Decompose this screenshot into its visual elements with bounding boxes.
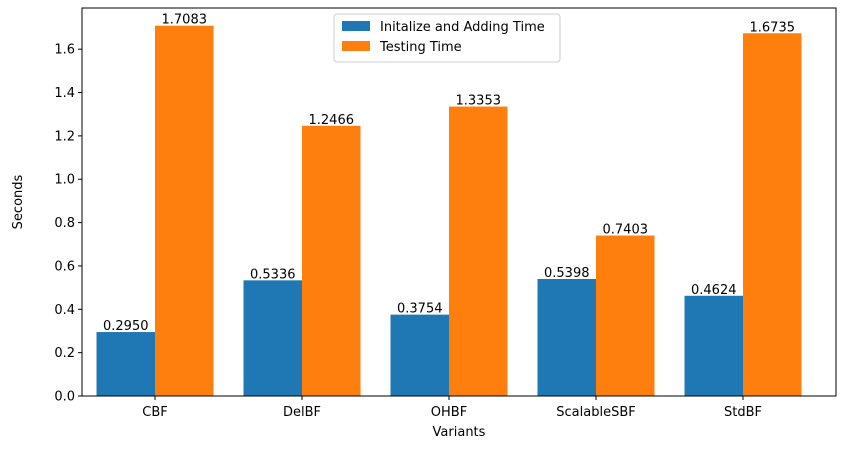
plot-frame [81,7,837,397]
bar-testing-cbf [155,25,214,396]
y-tick-label: 1.0 [54,173,75,188]
bars-layer [96,25,802,397]
value-label: 0.4624 [691,283,737,298]
value-label: 0.5398 [544,266,590,281]
legend-box [333,13,561,63]
value-label: 1.7083 [162,13,208,28]
y-tick-label: 0.6 [54,259,75,274]
y-tick-label: 1.2 [54,129,75,144]
value-label: 1.2466 [309,113,355,128]
x-tick-label: StdBF [724,405,762,420]
value-label: 0.7403 [603,223,649,238]
bar-init-adding-stdbf [684,295,743,396]
y-tick-label: 0.4 [54,303,75,318]
value-label: 1.3353 [456,94,502,109]
y-axis-label: Seconds [11,174,26,229]
x-tick-label: CBF [142,405,167,420]
bar-testing-delbf [302,125,361,396]
y-axis: 0.0 0.2 0.4 0.6 0.8 1.0 1.2 1.4 1.6 [54,43,82,405]
bar-testing-stdbf [743,33,802,397]
x-tick-label: DelBF [283,405,321,420]
bar-init-adding-ohbf [390,314,449,396]
y-tick-label: 1.4 [54,86,75,101]
x-axis: CBF DelBF OHBF ScalableSBF StdBF [142,396,762,420]
bar-init-adding-scalablesbf [537,278,596,396]
legend: Initalize and Adding Time Testing Time [333,13,561,63]
x-tick-label: ScalableSBF [556,405,635,420]
y-tick-label: 1.6 [54,43,75,58]
legend-label: Initalize and Adding Time [380,20,545,35]
bar-init-adding-delbf [243,280,302,396]
value-label: 0.2950 [103,319,149,334]
value-label: 0.5336 [250,267,296,282]
bar-init-adding-cbf [96,332,155,396]
y-tick-label: 0.0 [54,390,75,405]
x-axis-label: Variants [433,425,486,440]
y-tick-label: 0.8 [54,216,75,231]
legend-swatch [342,41,370,51]
legend-swatch [342,21,370,31]
bar-testing-scalablesbf [596,235,655,396]
x-tick-label: OHBF [431,405,467,420]
value-label: 1.6735 [750,20,796,35]
value-label: 0.3754 [397,302,443,317]
bar-testing-ohbf [449,106,508,396]
legend-label: Testing Time [379,40,462,55]
y-tick-label: 0.2 [54,346,75,361]
value-labels-layer: 0.2950 1.7083 0.5336 1.2466 0.3754 1.3353 0.53… [103,13,795,334]
